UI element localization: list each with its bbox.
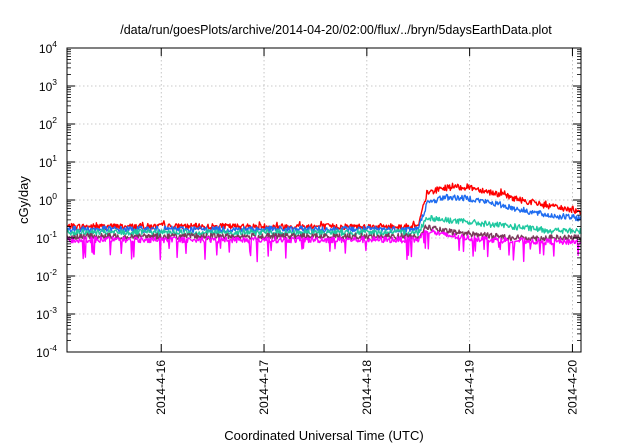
series-line-5 bbox=[66, 228, 582, 263]
y-tick-label: 10-3 bbox=[36, 305, 57, 322]
y-tick-label: 10-4 bbox=[36, 343, 57, 360]
y-axis: 10-4 10-3 10-2 10-1 100 101 102 103 104 bbox=[36, 39, 581, 360]
x-tick-label: 2014-4-20 bbox=[565, 360, 579, 415]
y-tick-label: 101 bbox=[39, 153, 57, 170]
x-axis: 2014-4-16 2014-4-17 2014-4-18 2014-4-19 2014… bbox=[154, 48, 579, 415]
y-tick-label: 10-1 bbox=[36, 229, 57, 246]
x-axis-label: Coordinated Universal Time (UTC) bbox=[224, 428, 423, 443]
y-tick-label: 102 bbox=[39, 115, 57, 132]
y-tick-label: 104 bbox=[39, 39, 57, 56]
y-tick-label: 103 bbox=[39, 77, 57, 94]
x-tick-label: 2014-4-18 bbox=[360, 360, 374, 415]
x-tick-label: 2014-4-17 bbox=[257, 360, 271, 415]
series-layer bbox=[66, 182, 582, 263]
y-tick-label: 100 bbox=[39, 191, 57, 208]
y-tick-label: 10-2 bbox=[36, 267, 57, 284]
x-tick-label: 2014-4-19 bbox=[463, 360, 477, 415]
y-axis-label: cGy/day bbox=[16, 176, 31, 224]
grid-layer bbox=[67, 48, 581, 352]
x-tick-label: 2014-4-16 bbox=[154, 360, 168, 415]
series-line-3 bbox=[66, 215, 582, 237]
chart-title: /data/run/goesPlots/archive/2014-04-20/0… bbox=[120, 23, 552, 37]
